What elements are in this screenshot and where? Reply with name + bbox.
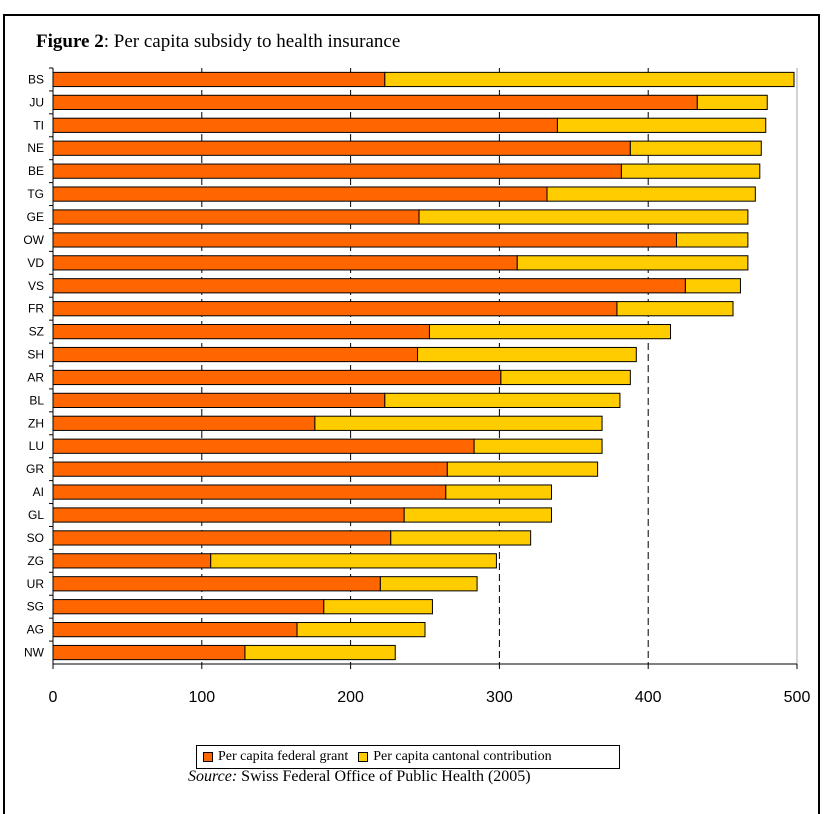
bar-ai-federal — [53, 485, 446, 499]
category-label-ju: JU — [29, 95, 44, 109]
bar-chart: BS JU TI NE BE TG GE OW VD VS FR SZ SH AR BL ZH LU GR AI GL… — [0, 0, 825, 793]
bar-gl-cantonal — [404, 508, 551, 522]
bar-ge-federal — [53, 210, 419, 224]
category-label-ur: UR — [27, 577, 45, 591]
category-label-bs: BS — [28, 72, 44, 86]
category-label-sh: SH — [27, 348, 44, 362]
category-label-tg: TG — [27, 187, 44, 201]
category-label-so: SO — [27, 531, 44, 545]
bar-nw-federal — [53, 645, 245, 659]
x-tick-label-100: 100 — [188, 689, 215, 706]
legend-swatch-federal — [203, 752, 213, 762]
bar-nw-cantonal — [245, 645, 395, 659]
category-label-zh: ZH — [28, 416, 44, 430]
x-tick-label-300: 300 — [486, 689, 513, 706]
bar-bs-cantonal — [385, 72, 794, 86]
bar-ag-cantonal — [297, 623, 425, 637]
bar-tg-federal — [53, 187, 547, 201]
x-tick-label-400: 400 — [635, 689, 662, 706]
bar-ag-federal — [53, 623, 297, 637]
bar-be-federal — [53, 164, 621, 178]
category-label-nw: NW — [24, 646, 45, 660]
bar-sg-federal — [53, 600, 324, 614]
bar-be-cantonal — [621, 164, 759, 178]
bar-gr-federal — [53, 462, 447, 476]
bar-ow-cantonal — [676, 233, 747, 247]
category-label-gl: GL — [28, 508, 44, 522]
bar-ne-federal — [53, 141, 630, 155]
category-label-sg: SG — [27, 600, 44, 614]
x-tick-label-200: 200 — [337, 689, 364, 706]
bar-ar-federal — [53, 370, 501, 384]
bar-lu-federal — [53, 439, 474, 453]
bar-sg-cantonal — [324, 600, 433, 614]
source-label: Source: — [188, 768, 237, 785]
bar-ai-cantonal — [446, 485, 552, 499]
bar-ur-cantonal — [380, 577, 477, 591]
bar-ar-cantonal — [501, 370, 630, 384]
chart-legend: Per capita federal grant Per capita cant… — [196, 745, 620, 769]
bar-tg-cantonal — [547, 187, 755, 201]
bar-vs-federal — [53, 279, 685, 293]
bar-sz-cantonal — [429, 325, 670, 339]
bar-vd-cantonal — [517, 256, 748, 270]
bar-fr-cantonal — [617, 302, 733, 316]
bar-ow-federal — [53, 233, 676, 247]
category-label-ow: OW — [23, 233, 44, 247]
category-label-fr: FR — [28, 302, 44, 316]
category-label-ai: AI — [33, 485, 44, 499]
bar-so-federal — [53, 531, 391, 545]
legend-swatch-cantonal — [358, 752, 368, 762]
grid-lines — [202, 68, 797, 664]
bar-ti-federal — [53, 118, 557, 132]
bar-ur-federal — [53, 577, 380, 591]
category-label-ar: AR — [27, 370, 44, 384]
category-label-ne: NE — [27, 141, 44, 155]
bar-sh-federal — [53, 347, 418, 361]
source-note: Source: Swiss Federal Office of Public H… — [188, 768, 531, 786]
category-label-ge: GE — [27, 210, 44, 224]
bar-zh-cantonal — [315, 416, 602, 430]
category-label-lu: LU — [29, 439, 44, 453]
category-label-vs: VS — [28, 279, 44, 293]
bar-fr-federal — [53, 302, 617, 316]
bar-gr-cantonal — [447, 462, 597, 476]
legend-label-federal: Per capita federal grant — [218, 749, 348, 765]
bar-ju-federal — [53, 95, 697, 109]
bar-bs-federal — [53, 72, 385, 86]
bar-sz-federal — [53, 325, 429, 339]
bar-ti-cantonal — [557, 118, 765, 132]
category-label-ag: AG — [27, 623, 44, 637]
category-label-sz: SZ — [29, 325, 44, 339]
bar-ge-cantonal — [419, 210, 748, 224]
bar-bl-federal — [53, 393, 385, 407]
bar-lu-cantonal — [474, 439, 602, 453]
category-label-zg: ZG — [27, 554, 44, 568]
x-tick-label-500: 500 — [784, 689, 811, 706]
x-tick-label-0: 0 — [49, 689, 58, 706]
bar-sh-cantonal — [418, 347, 637, 361]
bars — [53, 72, 794, 659]
bar-gl-federal — [53, 508, 404, 522]
legend-label-cantonal: Per capita cantonal contribution — [373, 749, 551, 765]
legend-item-cantonal: Per capita cantonal contribution — [358, 749, 551, 765]
bar-zg-cantonal — [211, 554, 497, 568]
bar-zh-federal — [53, 416, 315, 430]
bar-zg-federal — [53, 554, 211, 568]
legend-item-federal: Per capita federal grant — [203, 749, 348, 765]
bar-vd-federal — [53, 256, 517, 270]
bar-vs-cantonal — [685, 279, 740, 293]
bar-ne-cantonal — [630, 141, 761, 155]
category-label-gr: GR — [26, 462, 44, 476]
category-label-be: BE — [28, 164, 44, 178]
category-label-bl: BL — [29, 393, 44, 407]
bar-bl-cantonal — [385, 393, 620, 407]
source-text: Swiss Federal Office of Public Health (2… — [237, 768, 530, 785]
bar-so-cantonal — [391, 531, 531, 545]
category-label-ti: TI — [33, 118, 44, 132]
bar-ju-cantonal — [697, 95, 767, 109]
category-label-vd: VD — [27, 256, 44, 270]
